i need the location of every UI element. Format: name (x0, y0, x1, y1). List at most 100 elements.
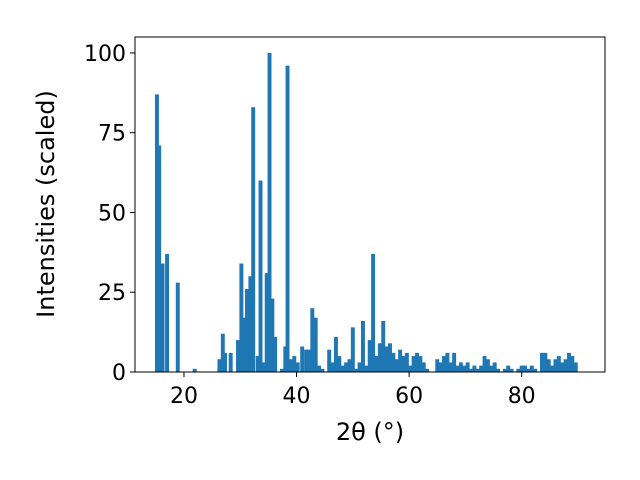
bar (529, 365, 534, 372)
x-tick-label: 60 (395, 384, 423, 409)
bar (485, 359, 490, 372)
bar (401, 356, 406, 372)
bar (228, 352, 233, 372)
y-tick-label: 75 (98, 122, 126, 147)
bar (452, 352, 457, 372)
y-tick-label: 0 (112, 361, 126, 386)
bar (482, 356, 487, 372)
bar (455, 365, 460, 372)
bar (236, 340, 240, 372)
bar (479, 365, 484, 372)
bar (310, 308, 315, 372)
bar (404, 352, 409, 372)
bar (360, 320, 365, 372)
bar (317, 365, 322, 372)
bar (330, 362, 335, 372)
bar (475, 368, 480, 372)
bar (350, 327, 355, 372)
bar (567, 352, 571, 372)
bar (539, 352, 544, 372)
bar (533, 368, 538, 372)
bar (526, 368, 531, 372)
bar (563, 359, 568, 372)
y-ticks-group: 0 25 50 75 100 (84, 42, 135, 386)
bar (384, 346, 389, 372)
bar (398, 349, 403, 372)
bar (304, 349, 309, 372)
y-axis-label: Intensities (scaled) (32, 90, 60, 318)
bar (458, 362, 463, 372)
bar (546, 359, 551, 372)
bar (175, 282, 180, 372)
x-ticks-group: 20 40 60 80 (170, 372, 536, 409)
bar (347, 359, 352, 372)
bar (516, 368, 521, 372)
bar (261, 362, 266, 372)
bar (550, 365, 555, 372)
bar (364, 365, 369, 372)
bar (295, 362, 300, 372)
bar (337, 356, 342, 372)
bar (248, 276, 253, 372)
bar (411, 356, 416, 372)
plot-frame (134, 36, 606, 373)
bar (442, 356, 446, 372)
bar (217, 359, 222, 372)
bar (496, 368, 501, 372)
bar (160, 263, 165, 372)
bar (394, 359, 399, 372)
bar (223, 352, 228, 372)
bar (371, 253, 376, 372)
bar (288, 359, 293, 372)
bar (270, 298, 275, 372)
bar (165, 253, 170, 372)
bar (509, 368, 514, 372)
bar (354, 368, 359, 372)
bar (418, 356, 423, 372)
bar (300, 346, 305, 372)
y-tick-label: 25 (98, 281, 126, 306)
bar (435, 359, 440, 372)
bar (313, 317, 318, 372)
bars-group (154, 52, 578, 373)
y-tick-label: 100 (84, 42, 126, 67)
bar (267, 52, 272, 372)
bar (492, 362, 497, 372)
bar (560, 362, 565, 372)
bar (157, 145, 162, 372)
bar (292, 356, 297, 372)
bar (462, 365, 467, 372)
bar (472, 365, 477, 372)
x-tick-label: 20 (170, 384, 198, 409)
bar (408, 365, 413, 372)
bar (445, 352, 450, 372)
bar (438, 362, 443, 372)
bar (367, 340, 372, 372)
bar (489, 365, 494, 372)
bar (415, 352, 419, 372)
bar (506, 365, 511, 372)
bar (245, 289, 249, 372)
bar (340, 365, 345, 372)
bar (306, 349, 311, 372)
bar (448, 362, 453, 372)
bar (377, 343, 382, 372)
bar (239, 263, 244, 372)
bar (543, 352, 548, 372)
bar (519, 365, 524, 372)
bar (242, 317, 247, 372)
bar (333, 336, 338, 372)
bar (357, 362, 362, 372)
bar (273, 336, 278, 372)
bar (388, 343, 392, 372)
bar (251, 107, 256, 372)
bar (573, 362, 578, 372)
bar (285, 65, 290, 373)
x-axis-label: 2θ (°) (336, 418, 404, 446)
bar (465, 362, 470, 372)
bar (421, 362, 426, 372)
bar (258, 180, 263, 372)
bar (425, 368, 430, 372)
bar (556, 356, 561, 372)
